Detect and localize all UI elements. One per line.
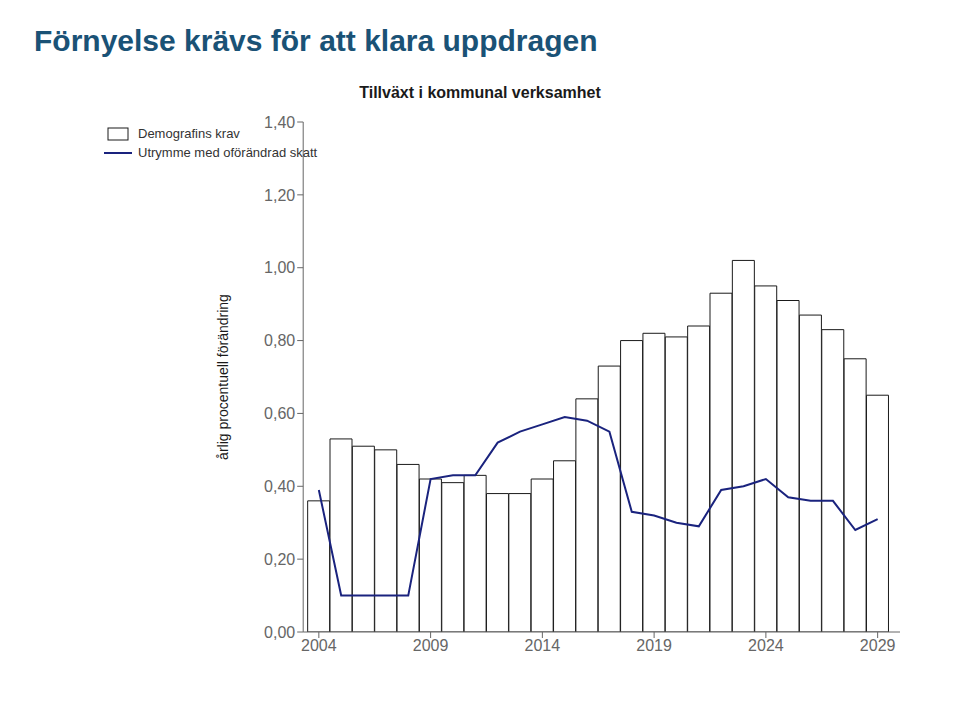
svg-text:0,40: 0,40 (264, 478, 295, 495)
svg-text:2009: 2009 (413, 637, 449, 654)
svg-text:1,20: 1,20 (264, 187, 295, 204)
svg-text:2014: 2014 (525, 637, 561, 654)
svg-text:1,40: 1,40 (264, 114, 295, 131)
svg-text:2019: 2019 (636, 637, 672, 654)
svg-text:0,20: 0,20 (264, 551, 295, 568)
svg-text:2029: 2029 (860, 637, 896, 654)
html-text:Utrymme med oförändrad skatt: Utrymme med oförändrad skatt (138, 145, 318, 160)
svg-text:0,60: 0,60 (264, 405, 295, 422)
html-text:Förnyelse krävs för att klara: Förnyelse krävs för att klara uppdragen (34, 24, 598, 57)
svg-text:1,00: 1,00 (264, 259, 295, 276)
svg-text:0,80: 0,80 (264, 332, 295, 349)
svg-text:2024: 2024 (748, 637, 784, 654)
html-text:Tillväxt i kommunal verksamhet: Tillväxt i kommunal verksamhet (359, 84, 601, 101)
svg-text:0,00: 0,00 (264, 624, 295, 641)
svg-text:2004: 2004 (301, 637, 337, 654)
svg-text:årlig procentuell förändring: årlig procentuell förändring (215, 294, 231, 460)
html-text:Demografins krav: Demografins krav (138, 126, 240, 141)
